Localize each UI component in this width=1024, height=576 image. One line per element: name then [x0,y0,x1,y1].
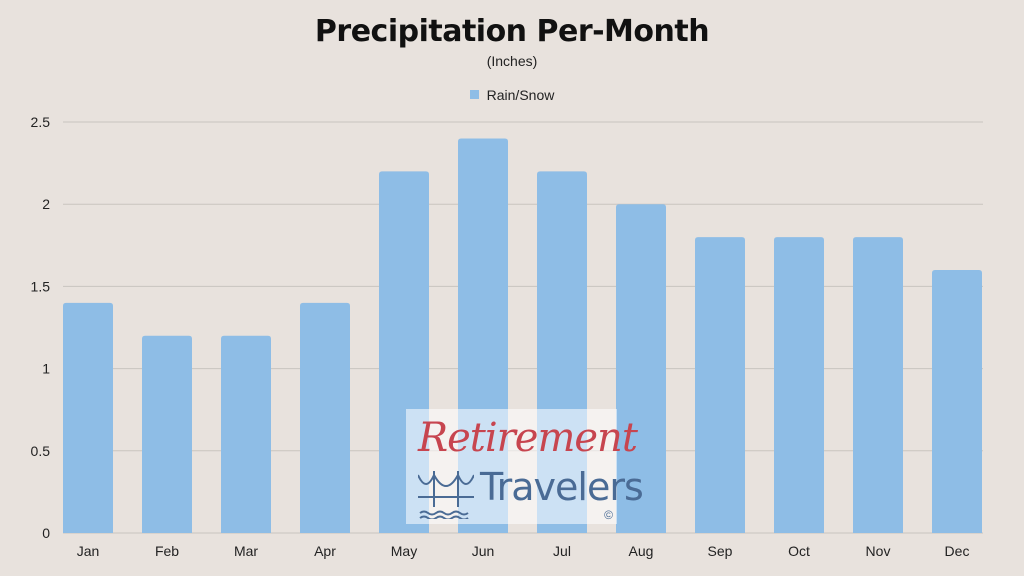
bridge-icon [418,471,474,519]
watermark-logo: Retirement Travelers © [406,409,644,524]
x-tick-label: Jun [472,543,495,559]
gridlines [63,121,983,534]
watermark-line1: Retirement [418,415,638,461]
x-tick-label: Jul [553,543,571,559]
y-tick-label: 2 [42,196,50,212]
legend: Rain/Snow [0,87,1024,103]
y-tick-label: 1 [42,361,50,377]
chart-subtitle: (Inches) [486,53,538,69]
y-axis-ticks: 0 0.5 1 1.5 2 2.5 [31,114,51,541]
bar-nov [853,237,903,533]
x-tick-label: Jan [77,543,100,559]
y-tick-label: 0.5 [31,443,51,459]
x-tick-label: Nov [866,543,891,559]
x-tick-label: Feb [155,543,179,559]
bar-jan [63,302,113,533]
x-axis-ticks: Jan Feb Mar Apr May Jun Jul Aug Sep Oct Nov Dec [77,543,970,559]
y-tick-label: 2.5 [31,114,51,130]
watermark-line2: Travelers [480,465,644,509]
y-tick-label: 1.5 [31,278,51,294]
bar-apr [300,302,350,533]
bar-mar [221,335,271,533]
bar-aug [616,204,666,533]
copyright-mark: © [604,508,613,522]
x-tick-label: Sep [708,543,733,559]
x-tick-label: Dec [945,543,970,559]
x-tick-label: Oct [788,543,810,559]
x-tick-label: Apr [314,543,336,559]
x-tick-label: Mar [234,543,258,559]
legend-label: Rain/Snow [486,87,555,103]
chart-title: Precipitation Per-Month [314,14,710,49]
x-tick-label: May [391,543,417,559]
y-tick-label: 0 [42,525,50,541]
bar-sep [695,237,745,533]
bar-feb [142,335,192,533]
bar-oct [774,237,824,533]
bar-dec [932,269,982,533]
x-tick-label: Aug [629,543,654,559]
legend-swatch [469,90,479,99]
